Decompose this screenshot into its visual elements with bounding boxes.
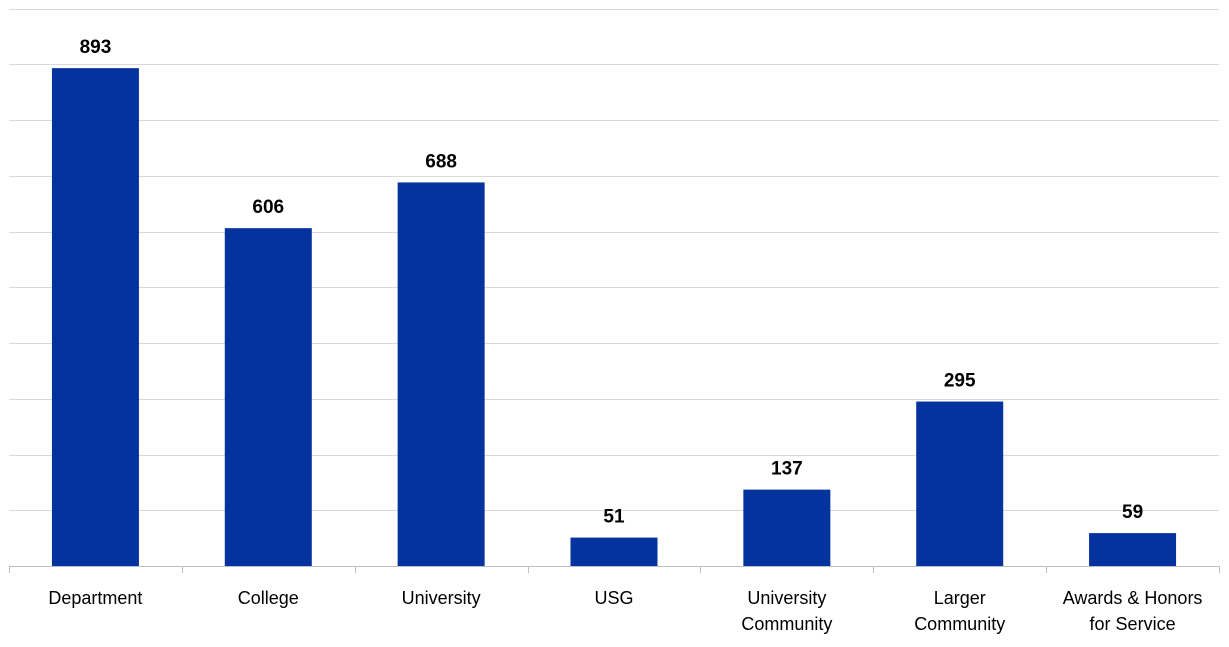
x-tick-label: College: [238, 588, 299, 608]
data-label: 59: [1122, 502, 1143, 523]
data-label: 688: [425, 151, 457, 172]
bar: [51, 68, 139, 566]
gridlines: [9, 9, 1219, 511]
x-axis: [9, 566, 1220, 573]
x-tick-label-line: Larger: [934, 588, 986, 608]
x-tick-label-line: for Service: [1090, 614, 1176, 634]
x-tick-labels: Department College University USG University…: [48, 588, 1202, 634]
x-tick-label-line: Department: [48, 588, 142, 608]
data-label: 893: [80, 37, 112, 58]
bar: [224, 228, 312, 566]
x-tick-label: USG: [594, 588, 633, 608]
bar: [916, 401, 1004, 566]
bar: [1089, 533, 1177, 566]
x-tick-label-line: Community: [914, 614, 1005, 634]
bar: [743, 489, 831, 566]
x-tick-label: Awards & Honors for Service: [1063, 588, 1203, 634]
x-tick-label-line: Awards & Honors: [1063, 588, 1203, 608]
x-tick-label: University: [402, 588, 481, 608]
x-tick-label-line: Community: [741, 614, 832, 634]
data-label: 295: [944, 371, 976, 392]
data-labels: 893 606 688 51 137 295 59: [80, 37, 1144, 527]
x-tick-label-line: College: [238, 588, 299, 608]
bar: [397, 182, 485, 566]
x-tick-label-line: University: [747, 588, 826, 608]
x-tick-label: Larger Community: [914, 588, 1005, 634]
data-label: 606: [252, 197, 284, 218]
data-label: 51: [603, 507, 625, 528]
x-tick-label: Department: [48, 588, 142, 608]
x-tick-label-line: USG: [594, 588, 633, 608]
data-label: 137: [771, 459, 803, 480]
bar: [570, 537, 658, 566]
x-tick-label-line: University: [402, 588, 481, 608]
x-tick-label: University Community: [741, 588, 832, 634]
bars: [51, 68, 1177, 566]
